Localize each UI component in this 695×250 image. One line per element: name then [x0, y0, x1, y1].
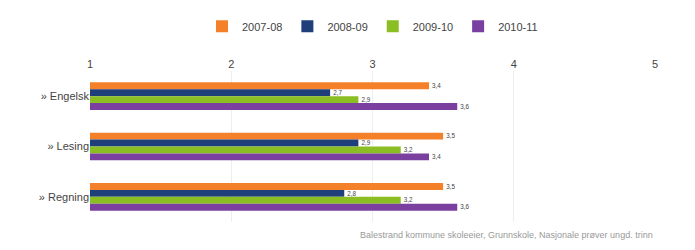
svg-text:2009-10: 2009-10	[413, 21, 453, 33]
svg-text:» Regning: » Regning	[39, 191, 89, 203]
svg-text:5: 5	[652, 58, 658, 70]
svg-text:3,4: 3,4	[432, 82, 441, 89]
svg-text:3,2: 3,2	[404, 146, 413, 153]
svg-text:2,9: 2,9	[361, 139, 370, 146]
svg-text:2,8: 2,8	[347, 190, 356, 197]
svg-text:2,7: 2,7	[333, 89, 342, 96]
svg-text:Balestrand kommune skoleeier,: Balestrand kommune skoleeier, Grunnskole…	[360, 230, 653, 240]
svg-text:1: 1	[87, 58, 93, 70]
svg-text:3,6: 3,6	[460, 203, 469, 210]
svg-text:2007-08: 2007-08	[242, 21, 282, 33]
svg-text:3,5: 3,5	[446, 183, 455, 190]
svg-text:» Lesing: » Lesing	[47, 140, 89, 152]
svg-text:» Engelsk: » Engelsk	[41, 90, 90, 102]
svg-text:3,4: 3,4	[432, 153, 441, 160]
svg-text:2010-11: 2010-11	[498, 21, 538, 33]
svg-text:2,9: 2,9	[361, 96, 370, 103]
svg-text:3,5: 3,5	[446, 132, 455, 139]
svg-text:2008-09: 2008-09	[327, 21, 367, 33]
svg-text:3,2: 3,2	[404, 196, 413, 203]
svg-text:3: 3	[369, 58, 375, 70]
svg-text:3,6: 3,6	[460, 103, 469, 110]
svg-text:4: 4	[511, 58, 517, 70]
svg-text:2: 2	[228, 58, 234, 70]
